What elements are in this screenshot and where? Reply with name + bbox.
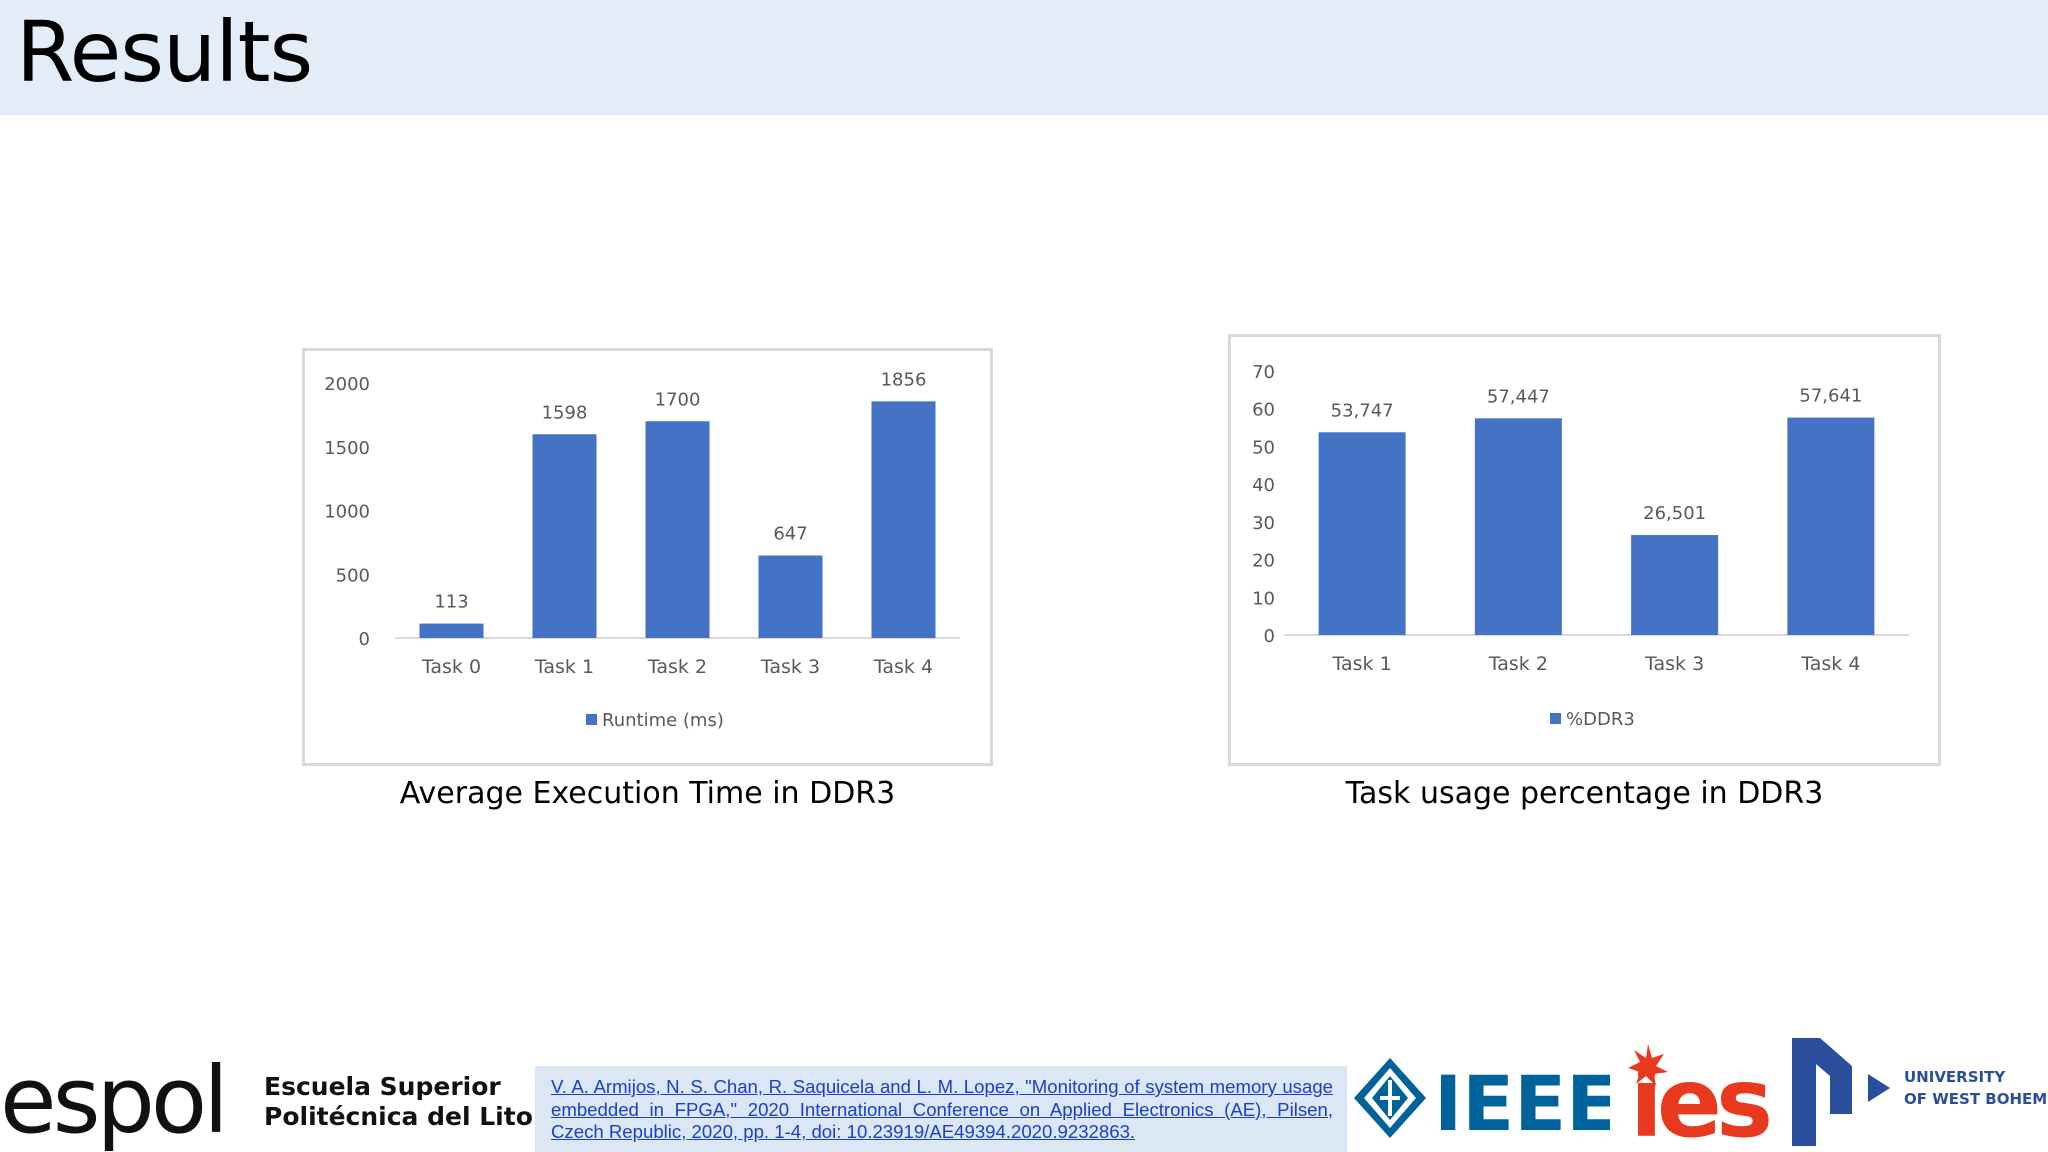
espol-name: Escuela Superior Politécnica del Litoral <box>264 1072 571 1132</box>
ddr3-data-label: 53,747 <box>1331 400 1394 421</box>
uwb-name-line1: UNIVERSITY <box>1904 1068 2006 1086</box>
espol-logo: espol <box>0 1047 229 1152</box>
ies-spark-icon <box>1628 1044 1668 1086</box>
ddr3-legend: %DDR3 <box>1550 709 1635 730</box>
uwb-logo <box>1792 1038 1890 1146</box>
runtime-category-label: Task 4 <box>873 656 933 678</box>
ddr3-bar <box>1474 418 1562 635</box>
runtime-category-label: Task 2 <box>647 656 707 678</box>
slide-header: Results <box>0 0 2048 115</box>
runtime-data-label: 1700 <box>655 389 701 410</box>
uwb-name: UNIVERSITY OF WEST BOHEMIA <box>1904 1066 2048 1110</box>
uwb-name-line2: OF WEST BOHEMIA <box>1904 1090 2048 1108</box>
ddr3-bar <box>1631 535 1719 635</box>
ddr3-category-label: Task 4 <box>1800 653 1860 675</box>
uwb-emblem-icon <box>1792 1038 1890 1146</box>
ieee-logo: IEEE <box>1354 1058 1610 1144</box>
espol-wordmark: espol <box>0 1047 225 1152</box>
ddr3-ytick-label: 50 <box>1252 437 1275 458</box>
runtime-bar <box>758 555 823 638</box>
ddr3-usage-chart: 0 10 20 30 40 50 60 70 53,747 Task 1 57,447 Task 2 2… <box>1228 334 1941 766</box>
espol-name-line1: Escuela Superior <box>264 1072 501 1101</box>
runtime-bar <box>871 401 936 638</box>
ieee-diamond-icon <box>1354 1058 1426 1138</box>
ddr3-ytick-label: 60 <box>1252 400 1275 421</box>
ddr3-legend-swatch <box>1550 713 1561 724</box>
runtime-bar <box>419 623 484 638</box>
runtime-category-label: Task 3 <box>760 656 820 678</box>
runtime-data-label: 1598 <box>542 402 588 423</box>
ddr3-data-label: 57,447 <box>1487 386 1550 407</box>
ies-logo: ies <box>1628 1044 1775 1150</box>
runtime-ytick-label: 1500 <box>324 438 370 459</box>
runtime-legend: Runtime (ms) <box>586 710 724 731</box>
citation-link[interactable]: V. A. Armijos, N. S. Chan, R. Saquicela … <box>535 1066 1347 1152</box>
espol-name-line2: Politécnica del Litoral <box>264 1102 571 1131</box>
ies-wordmark: ies <box>1630 1047 1769 1150</box>
runtime-legend-swatch <box>586 714 597 725</box>
ddr3-ytick-label: 40 <box>1252 475 1275 496</box>
runtime-chart: 0 500 1000 1500 2000 113 Task 0 1598 Task 1 1700 T… <box>302 348 993 766</box>
ddr3-category-label: Task 2 <box>1488 653 1548 675</box>
ddr3-usage-chart-svg: 0 10 20 30 40 50 60 70 53,747 Task 1 57,447 Task 2 2… <box>1252 362 1909 730</box>
ddr3-ytick-label: 20 <box>1252 551 1275 572</box>
runtime-ytick-label: 2000 <box>324 374 370 395</box>
ddr3-ytick-label: 0 <box>1264 626 1275 647</box>
ddr3-bar <box>1318 432 1406 635</box>
runtime-ytick-label: 500 <box>336 565 370 586</box>
ddr3-data-label: 57,641 <box>1799 386 1862 407</box>
runtime-ytick-label: 0 <box>359 629 370 650</box>
ddr3-category-label: Task 3 <box>1644 653 1704 675</box>
ddr3-bar <box>1787 417 1875 635</box>
runtime-chart-caption: Average Execution Time in DDR3 <box>399 776 896 811</box>
ddr3-ytick-label: 10 <box>1252 588 1275 609</box>
ieee-wordmark: IEEE <box>1434 1059 1610 1144</box>
ddr3-legend-label: %DDR3 <box>1566 709 1635 730</box>
runtime-chart-svg: 0 500 1000 1500 2000 113 Task 0 1598 Task 1 1700 T… <box>324 369 960 731</box>
runtime-bar <box>532 434 597 638</box>
ddr3-ytick-label: 30 <box>1252 513 1275 534</box>
runtime-ytick-label: 1000 <box>324 502 370 523</box>
slide-title: Results <box>16 3 313 101</box>
runtime-legend-label: Runtime (ms) <box>602 710 724 731</box>
runtime-data-label: 647 <box>773 524 807 545</box>
runtime-category-label: Task 0 <box>421 656 481 678</box>
ddr3-category-label: Task 1 <box>1332 653 1392 675</box>
ddr3-usage-chart-caption: Task usage percentage in DDR3 <box>1345 776 1824 811</box>
ddr3-ytick-label: 70 <box>1252 362 1275 383</box>
ddr3-data-label: 26,501 <box>1643 503 1706 524</box>
runtime-bar <box>645 421 710 638</box>
runtime-data-label: 113 <box>434 592 468 613</box>
runtime-data-label: 1856 <box>881 369 927 390</box>
runtime-category-label: Task 1 <box>534 656 594 678</box>
